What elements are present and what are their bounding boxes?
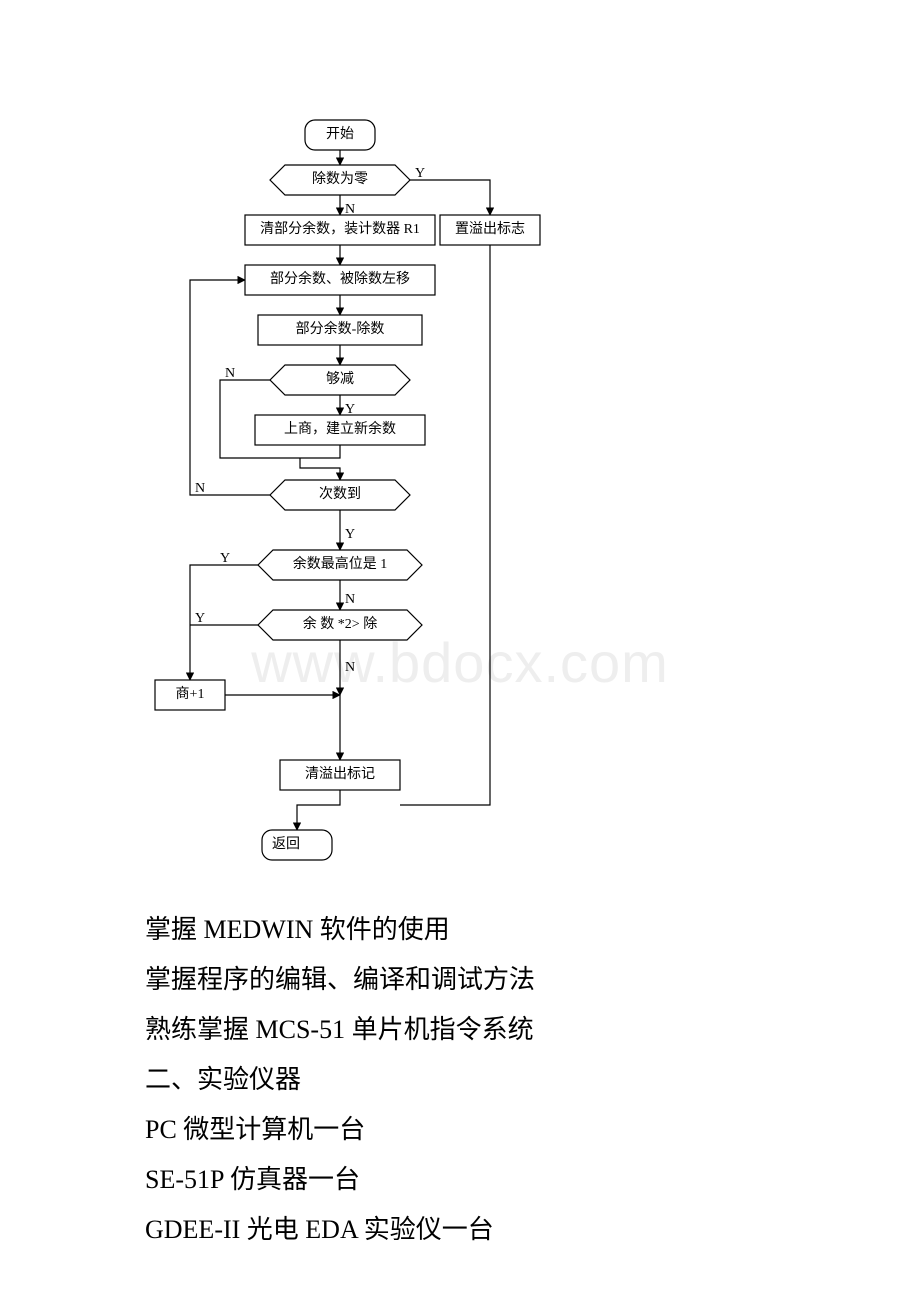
svg-text:部分余数、被除数左移: 部分余数、被除数左移 [270,270,410,287]
svg-text:次数到: 次数到 [319,486,361,502]
svg-text:N: N [345,592,355,607]
svg-text:上商，建立新余数: 上商，建立新余数 [284,420,396,437]
svg-text:开始: 开始 [326,126,354,142]
text-line-4: 二、实验仪器 [145,1055,301,1104]
text-line-7: GDEE-II 光电 EDA 实验仪一台 [145,1205,494,1254]
svg-text:置溢出标志: 置溢出标志 [455,221,525,237]
svg-text:N: N [345,660,355,675]
svg-text:N: N [195,481,205,496]
svg-text:返回: 返回 [272,836,300,852]
text-line-5: PC 微型计算机一台 [145,1105,365,1154]
svg-text:商+1: 商+1 [176,686,205,702]
svg-text:够减: 够减 [326,371,354,387]
text-line-1: 掌握 MEDWIN 软件的使用 [145,905,450,954]
text-line-2: 掌握程序的编辑、编译和调试方法 [145,955,535,1004]
svg-text:余 数 *2> 除: 余 数 *2> 除 [303,615,377,632]
svg-text:清溢出标记: 清溢出标记 [305,766,375,782]
svg-text:除数为零: 除数为零 [312,171,368,187]
text-line-6: SE-51P 仿真器一台 [145,1155,360,1204]
svg-text:Y: Y [220,551,230,566]
svg-text:部分余数-除数: 部分余数-除数 [296,320,385,337]
flowchart-canvas: YNYNNYNYYN开始除数为零置溢出标志清部分余数，装计数器 R1部分余数、被… [0,0,920,910]
svg-text:余数最高位是 1: 余数最高位是 1 [293,555,388,572]
page: www.bdocx.com YNYNNYNYYN开始除数为零置溢出标志清部分余数… [0,0,920,1302]
text-line-3: 熟练掌握 MCS-51 单片机指令系统 [145,1005,534,1054]
svg-text:Y: Y [345,527,355,542]
svg-text:Y: Y [195,611,205,626]
svg-text:N: N [225,366,235,381]
svg-text:Y: Y [415,166,425,181]
svg-text:清部分余数，装计数器 R1: 清部分余数，装计数器 R1 [260,220,420,237]
